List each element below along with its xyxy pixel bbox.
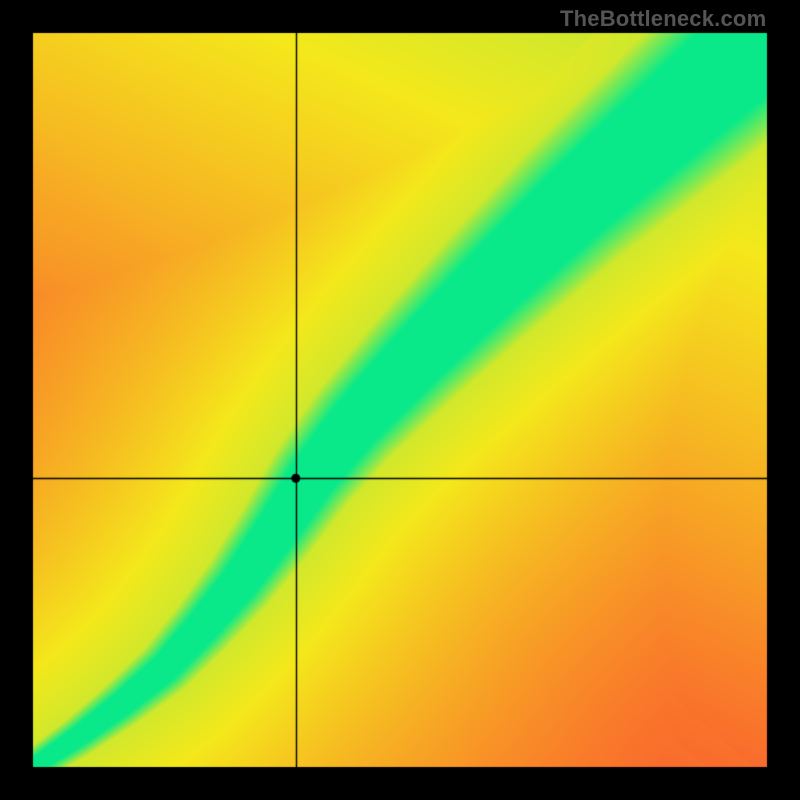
heatmap-canvas <box>0 0 800 800</box>
watermark-text: TheBottleneck.com <box>560 6 766 32</box>
chart-container: TheBottleneck.com <box>0 0 800 800</box>
